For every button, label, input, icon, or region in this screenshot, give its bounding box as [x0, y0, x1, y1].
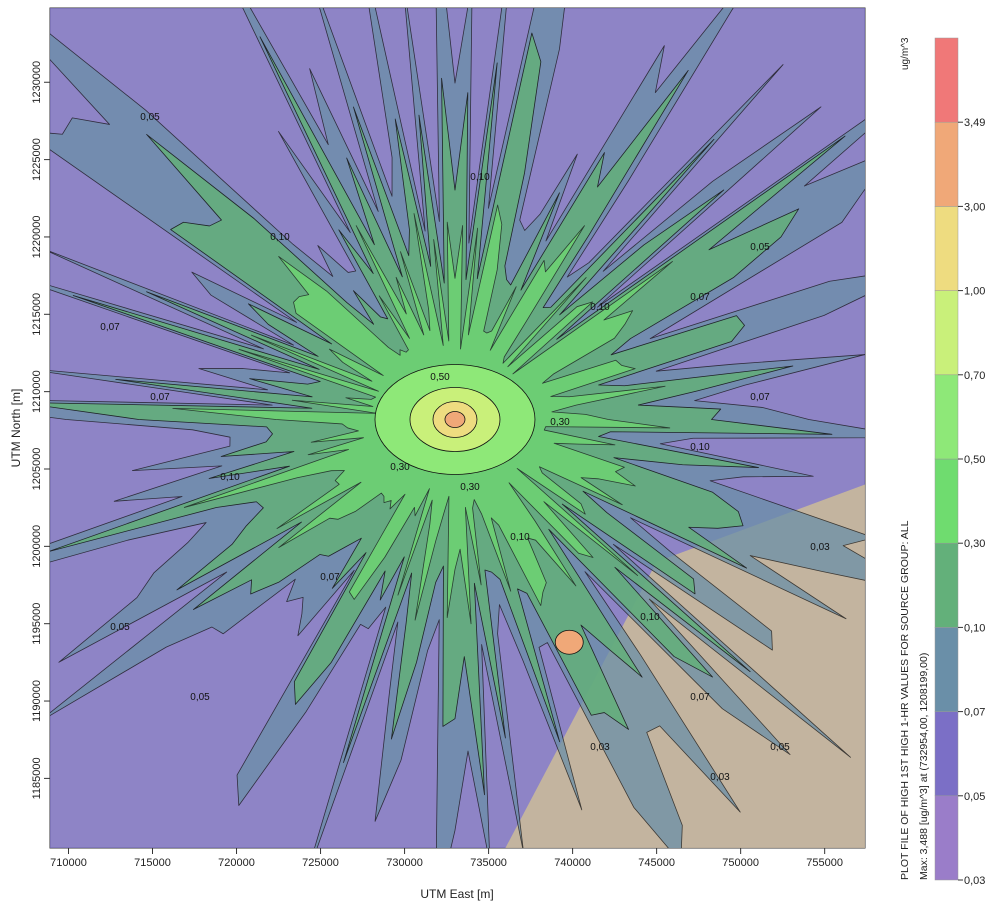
- x-tick-label: 710000: [50, 857, 87, 869]
- contour-label: 0,03: [590, 742, 610, 753]
- x-tick-label: 715000: [134, 857, 171, 869]
- colorbar-tick-label: 0,07: [964, 707, 985, 719]
- contour-label: 0,30: [390, 462, 410, 473]
- contour-label: 0,05: [110, 622, 130, 633]
- max-note: Max: 3,488 [ug/m^3] at (732954,00, 12081…: [918, 653, 930, 880]
- colorbar-band: [935, 291, 958, 375]
- colorbar-tick-label: 3,49: [964, 117, 985, 129]
- contour-label: 0,03: [710, 772, 730, 783]
- x-tick-label: 735000: [470, 857, 507, 869]
- contour-label: 0,10: [690, 442, 710, 453]
- contour-label: 0,10: [590, 302, 610, 313]
- contour-label: 0,07: [320, 572, 340, 583]
- contour-label: 0,03: [810, 542, 830, 553]
- colorbar-band: [935, 375, 958, 459]
- y-tick-label: 1210000: [31, 370, 43, 413]
- colorbar-tick-label: 0,10: [964, 622, 985, 634]
- x-tick-label: 720000: [218, 857, 255, 869]
- colorbar-tick-label: 1,00: [964, 286, 985, 298]
- y-tick-label: 1215000: [31, 293, 43, 336]
- contour-label: 0,05: [190, 692, 210, 703]
- chart: UTM East [m] UTM North [m] PLOT FILE OF …: [0, 0, 1000, 905]
- contour-label: 0,30: [550, 417, 570, 428]
- colorbar-title: ug/m^3: [900, 37, 911, 70]
- contour-label: 0,07: [690, 692, 710, 703]
- colorbar-band: [935, 627, 958, 711]
- contour-label: 0,07: [750, 392, 770, 403]
- colorbar-band: [935, 206, 958, 290]
- contour-label: 0,07: [100, 322, 120, 333]
- colorbar-band: [935, 796, 958, 880]
- colorbar-band: [935, 38, 958, 122]
- x-tick-label: 755000: [806, 857, 843, 869]
- colorbar-band: [935, 122, 958, 206]
- contour-label: 0,10: [470, 172, 490, 183]
- x-tick-label: 740000: [554, 857, 591, 869]
- y-tick-label: 1230000: [31, 61, 43, 104]
- colorbar-tick-label: 3,00: [964, 201, 985, 213]
- contour-label: 0,07: [690, 292, 710, 303]
- contour-label: 0,05: [750, 242, 770, 253]
- contour-band: [445, 411, 465, 427]
- x-tick-label: 745000: [638, 857, 675, 869]
- contour-label: 0,05: [770, 742, 790, 753]
- y-tick-label: 1195000: [31, 603, 43, 645]
- x-tick-label: 730000: [386, 857, 423, 869]
- contour-map: [0, 0, 942, 905]
- colorbar-band: [935, 712, 958, 796]
- contour-label: 0,07: [150, 392, 170, 403]
- plot-title: PLOT FILE OF HIGH 1ST HIGH 1-HR VALUES F…: [899, 520, 911, 880]
- contour-label: 0,10: [270, 232, 290, 243]
- colorbar-tick-label: 0,03: [964, 875, 985, 887]
- contour-label: 0,30: [460, 482, 480, 493]
- colorbar-band: [935, 459, 958, 543]
- y-tick-label: 1220000: [31, 216, 43, 259]
- contour-band: [555, 630, 583, 654]
- x-tick-label: 750000: [722, 857, 759, 869]
- x-axis-label: UTM East [m]: [420, 887, 493, 901]
- y-tick-label: 1205000: [31, 448, 43, 491]
- contour-label: 0,50: [430, 372, 450, 383]
- colorbar-tick-label: 0,70: [964, 370, 985, 382]
- x-tick-label: 725000: [302, 857, 339, 869]
- y-tick-label: 1225000: [31, 138, 43, 181]
- colorbar-tick-label: 0,30: [964, 538, 985, 550]
- contour-label: 0,10: [510, 532, 530, 543]
- contour-label: 0,05: [140, 112, 160, 123]
- y-tick-label: 1190000: [31, 680, 43, 722]
- colorbar-band: [935, 543, 958, 627]
- colorbar-tick-label: 0,05: [964, 791, 985, 803]
- y-tick-label: 1200000: [31, 525, 43, 568]
- contour-label: 0,10: [640, 612, 660, 623]
- contour-label: 0,10: [220, 472, 240, 483]
- y-tick-label: 1185000: [31, 757, 43, 799]
- y-axis-label: UTM North [m]: [9, 389, 23, 468]
- colorbar-tick-label: 0,50: [964, 454, 985, 466]
